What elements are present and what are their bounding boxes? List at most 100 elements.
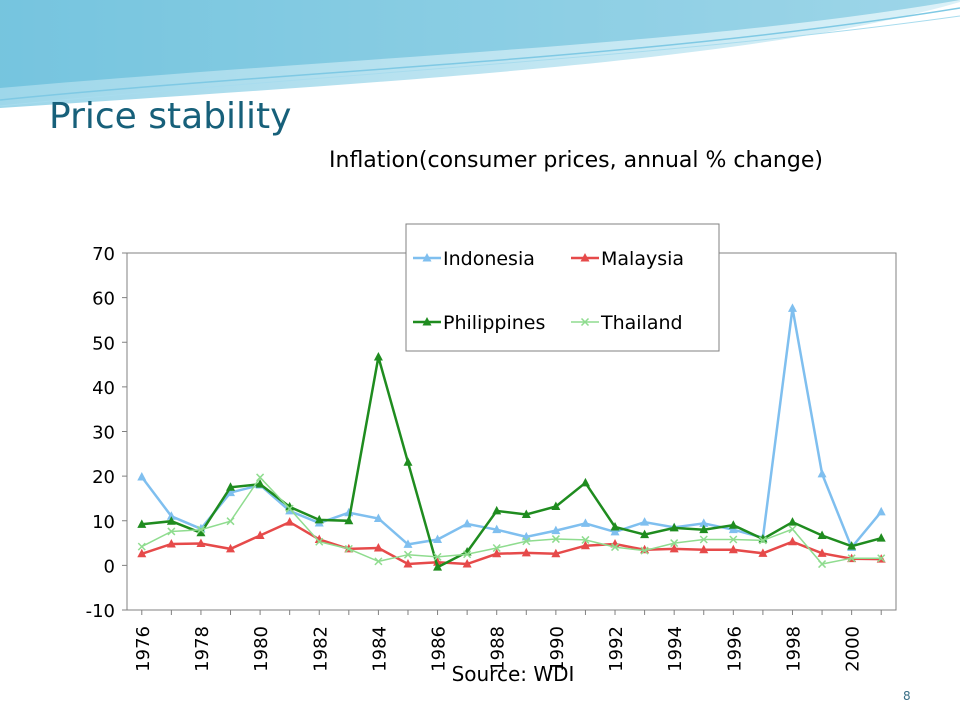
point-indonesia	[403, 539, 413, 548]
point-philippines	[196, 527, 206, 537]
point-philippines	[580, 477, 590, 487]
point-malaysia	[787, 536, 797, 546]
point-thailand	[818, 560, 827, 569]
point-thailand	[256, 473, 265, 482]
point-malaysia	[226, 543, 236, 553]
point-indonesia	[137, 472, 147, 481]
x-tick-label: 1994	[665, 626, 686, 672]
point-indonesia	[787, 303, 797, 312]
point-indonesia	[492, 524, 502, 534]
y-tick-label: 30	[92, 423, 115, 444]
point-indonesia	[876, 506, 886, 516]
point-malaysia	[699, 544, 709, 554]
point-indonesia	[610, 526, 620, 536]
point-philippines	[373, 351, 383, 361]
point-philippines	[344, 515, 354, 525]
legend-item-malaysia: Malaysia	[571, 248, 684, 270]
point-philippines	[669, 522, 679, 532]
point-malaysia	[492, 548, 502, 558]
point-thailand	[729, 535, 738, 544]
legend-box	[405, 223, 720, 352]
legend-swatch-marker	[580, 317, 590, 327]
legend-item-indonesia: Indonesia	[413, 248, 535, 270]
point-thailand	[344, 544, 353, 553]
point-thailand	[522, 537, 531, 546]
point-thailand	[788, 525, 797, 534]
point-philippines	[610, 521, 620, 531]
point-indonesia	[226, 487, 236, 497]
point-thailand	[374, 557, 383, 566]
y-tick-label: 50	[92, 333, 115, 354]
point-indonesia	[462, 518, 472, 528]
point-indonesia	[640, 517, 650, 526]
series-malaysia	[137, 517, 886, 568]
point-thailand	[847, 554, 856, 563]
point-philippines	[817, 530, 827, 539]
y-tick-label: 20	[92, 467, 115, 488]
point-philippines	[255, 479, 265, 488]
point-indonesia	[699, 518, 709, 527]
point-malaysia	[817, 548, 827, 557]
y-tick-label: 70	[92, 244, 115, 265]
slide-number: 8	[903, 689, 911, 703]
point-thailand	[699, 535, 708, 544]
point-philippines	[492, 505, 502, 515]
line-malaysia	[141, 520, 882, 566]
x-tick-label: 1992	[606, 626, 627, 672]
point-malaysia	[551, 548, 561, 558]
series-philippines	[137, 351, 886, 571]
axes: -10 0 10 20 30 40 50 60 70 1976 1978 1980 1982 1984 19…	[86, 244, 882, 672]
y-tick-label: 40	[92, 378, 115, 399]
x-tick-label: 1980	[251, 626, 272, 672]
x-tick-label: 1978	[192, 626, 213, 672]
point-malaysia	[758, 548, 768, 557]
point-thailand	[758, 536, 767, 545]
point-philippines	[403, 457, 413, 466]
point-philippines	[876, 533, 886, 542]
y-tick-label: 10	[92, 512, 115, 533]
point-philippines	[551, 501, 561, 510]
point-malaysia	[640, 544, 650, 554]
header-decoration	[0, 0, 960, 108]
legend-swatch-marker	[580, 253, 590, 262]
legend-label: Philippines	[443, 312, 545, 334]
legend-label: Thailand	[600, 312, 683, 334]
point-malaysia	[314, 534, 324, 543]
line-philippines	[141, 356, 882, 570]
point-malaysia	[373, 542, 383, 552]
point-thailand	[551, 535, 560, 544]
x-tick-label: 1990	[547, 626, 568, 672]
y-tick-label: -10	[86, 601, 115, 622]
point-thailand	[137, 542, 146, 551]
point-malaysia	[166, 538, 176, 548]
point-indonesia	[551, 525, 561, 535]
point-malaysia	[580, 540, 590, 550]
point-philippines	[137, 519, 147, 528]
legend-label: Indonesia	[443, 248, 535, 270]
point-thailand	[640, 546, 649, 555]
point-malaysia	[196, 538, 206, 548]
point-thailand	[315, 537, 324, 546]
x-tick-label: 1998	[783, 626, 804, 672]
chart-source: Source: WDI	[452, 662, 575, 686]
point-indonesia	[728, 524, 738, 534]
x-tick-label: 1986	[429, 626, 450, 672]
point-thailand	[877, 554, 886, 563]
line-thailand	[141, 476, 882, 565]
point-indonesia	[373, 513, 383, 523]
point-thailand	[581, 535, 590, 544]
point-indonesia	[433, 534, 443, 543]
point-thailand	[610, 543, 620, 552]
x-tick-label: 1982	[310, 626, 331, 672]
point-philippines	[166, 516, 176, 525]
legend-item-thailand: Thailand	[571, 312, 683, 334]
y-tick-label: 60	[92, 289, 115, 310]
legend-label: Malaysia	[601, 248, 684, 270]
point-philippines	[433, 562, 443, 571]
point-malaysia	[255, 530, 265, 539]
point-thailand	[492, 543, 501, 553]
point-thailand	[226, 517, 235, 526]
point-malaysia	[403, 559, 413, 568]
point-philippines	[285, 501, 295, 511]
